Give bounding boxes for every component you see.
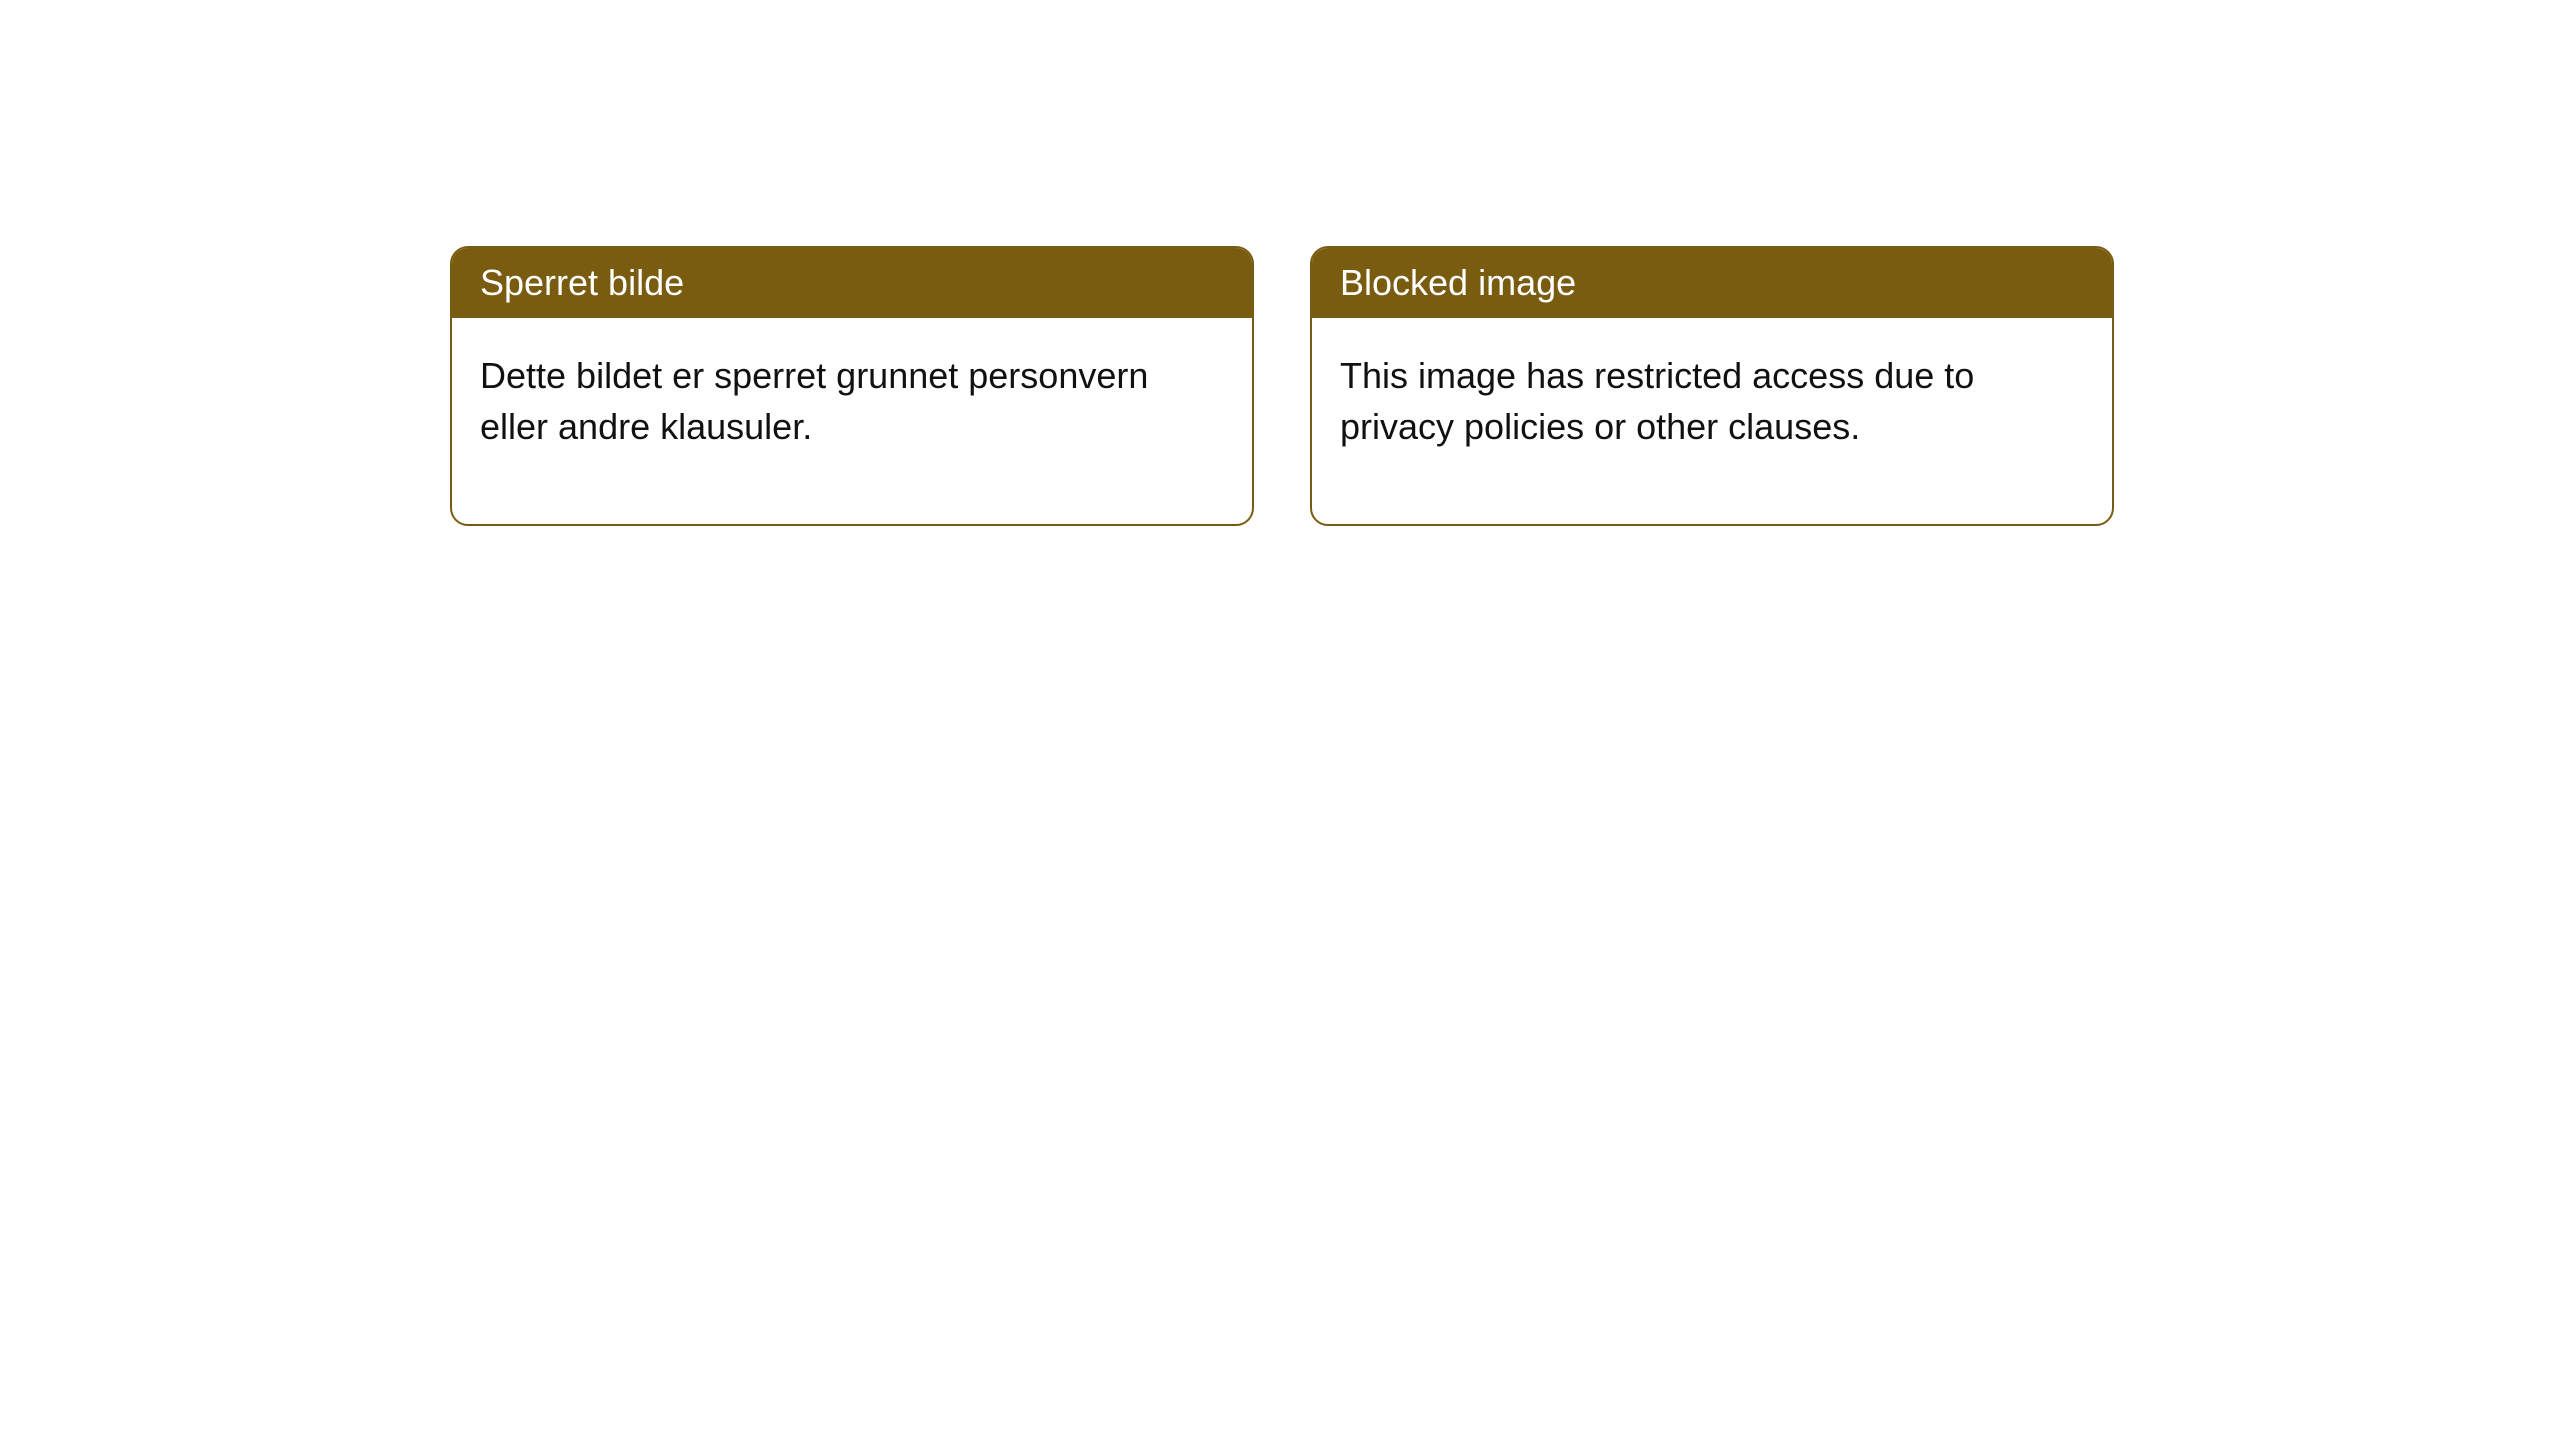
notice-body-norwegian: Dette bildet er sperret grunnet personve… [452,318,1252,524]
notice-box-english: Blocked image This image has restricted … [1310,246,2114,526]
notice-title-english: Blocked image [1312,248,2112,318]
notices-container: Sperret bilde Dette bildet er sperret gr… [0,0,2560,526]
notice-box-norwegian: Sperret bilde Dette bildet er sperret gr… [450,246,1254,526]
notice-body-english: This image has restricted access due to … [1312,318,2112,524]
notice-title-norwegian: Sperret bilde [452,248,1252,318]
